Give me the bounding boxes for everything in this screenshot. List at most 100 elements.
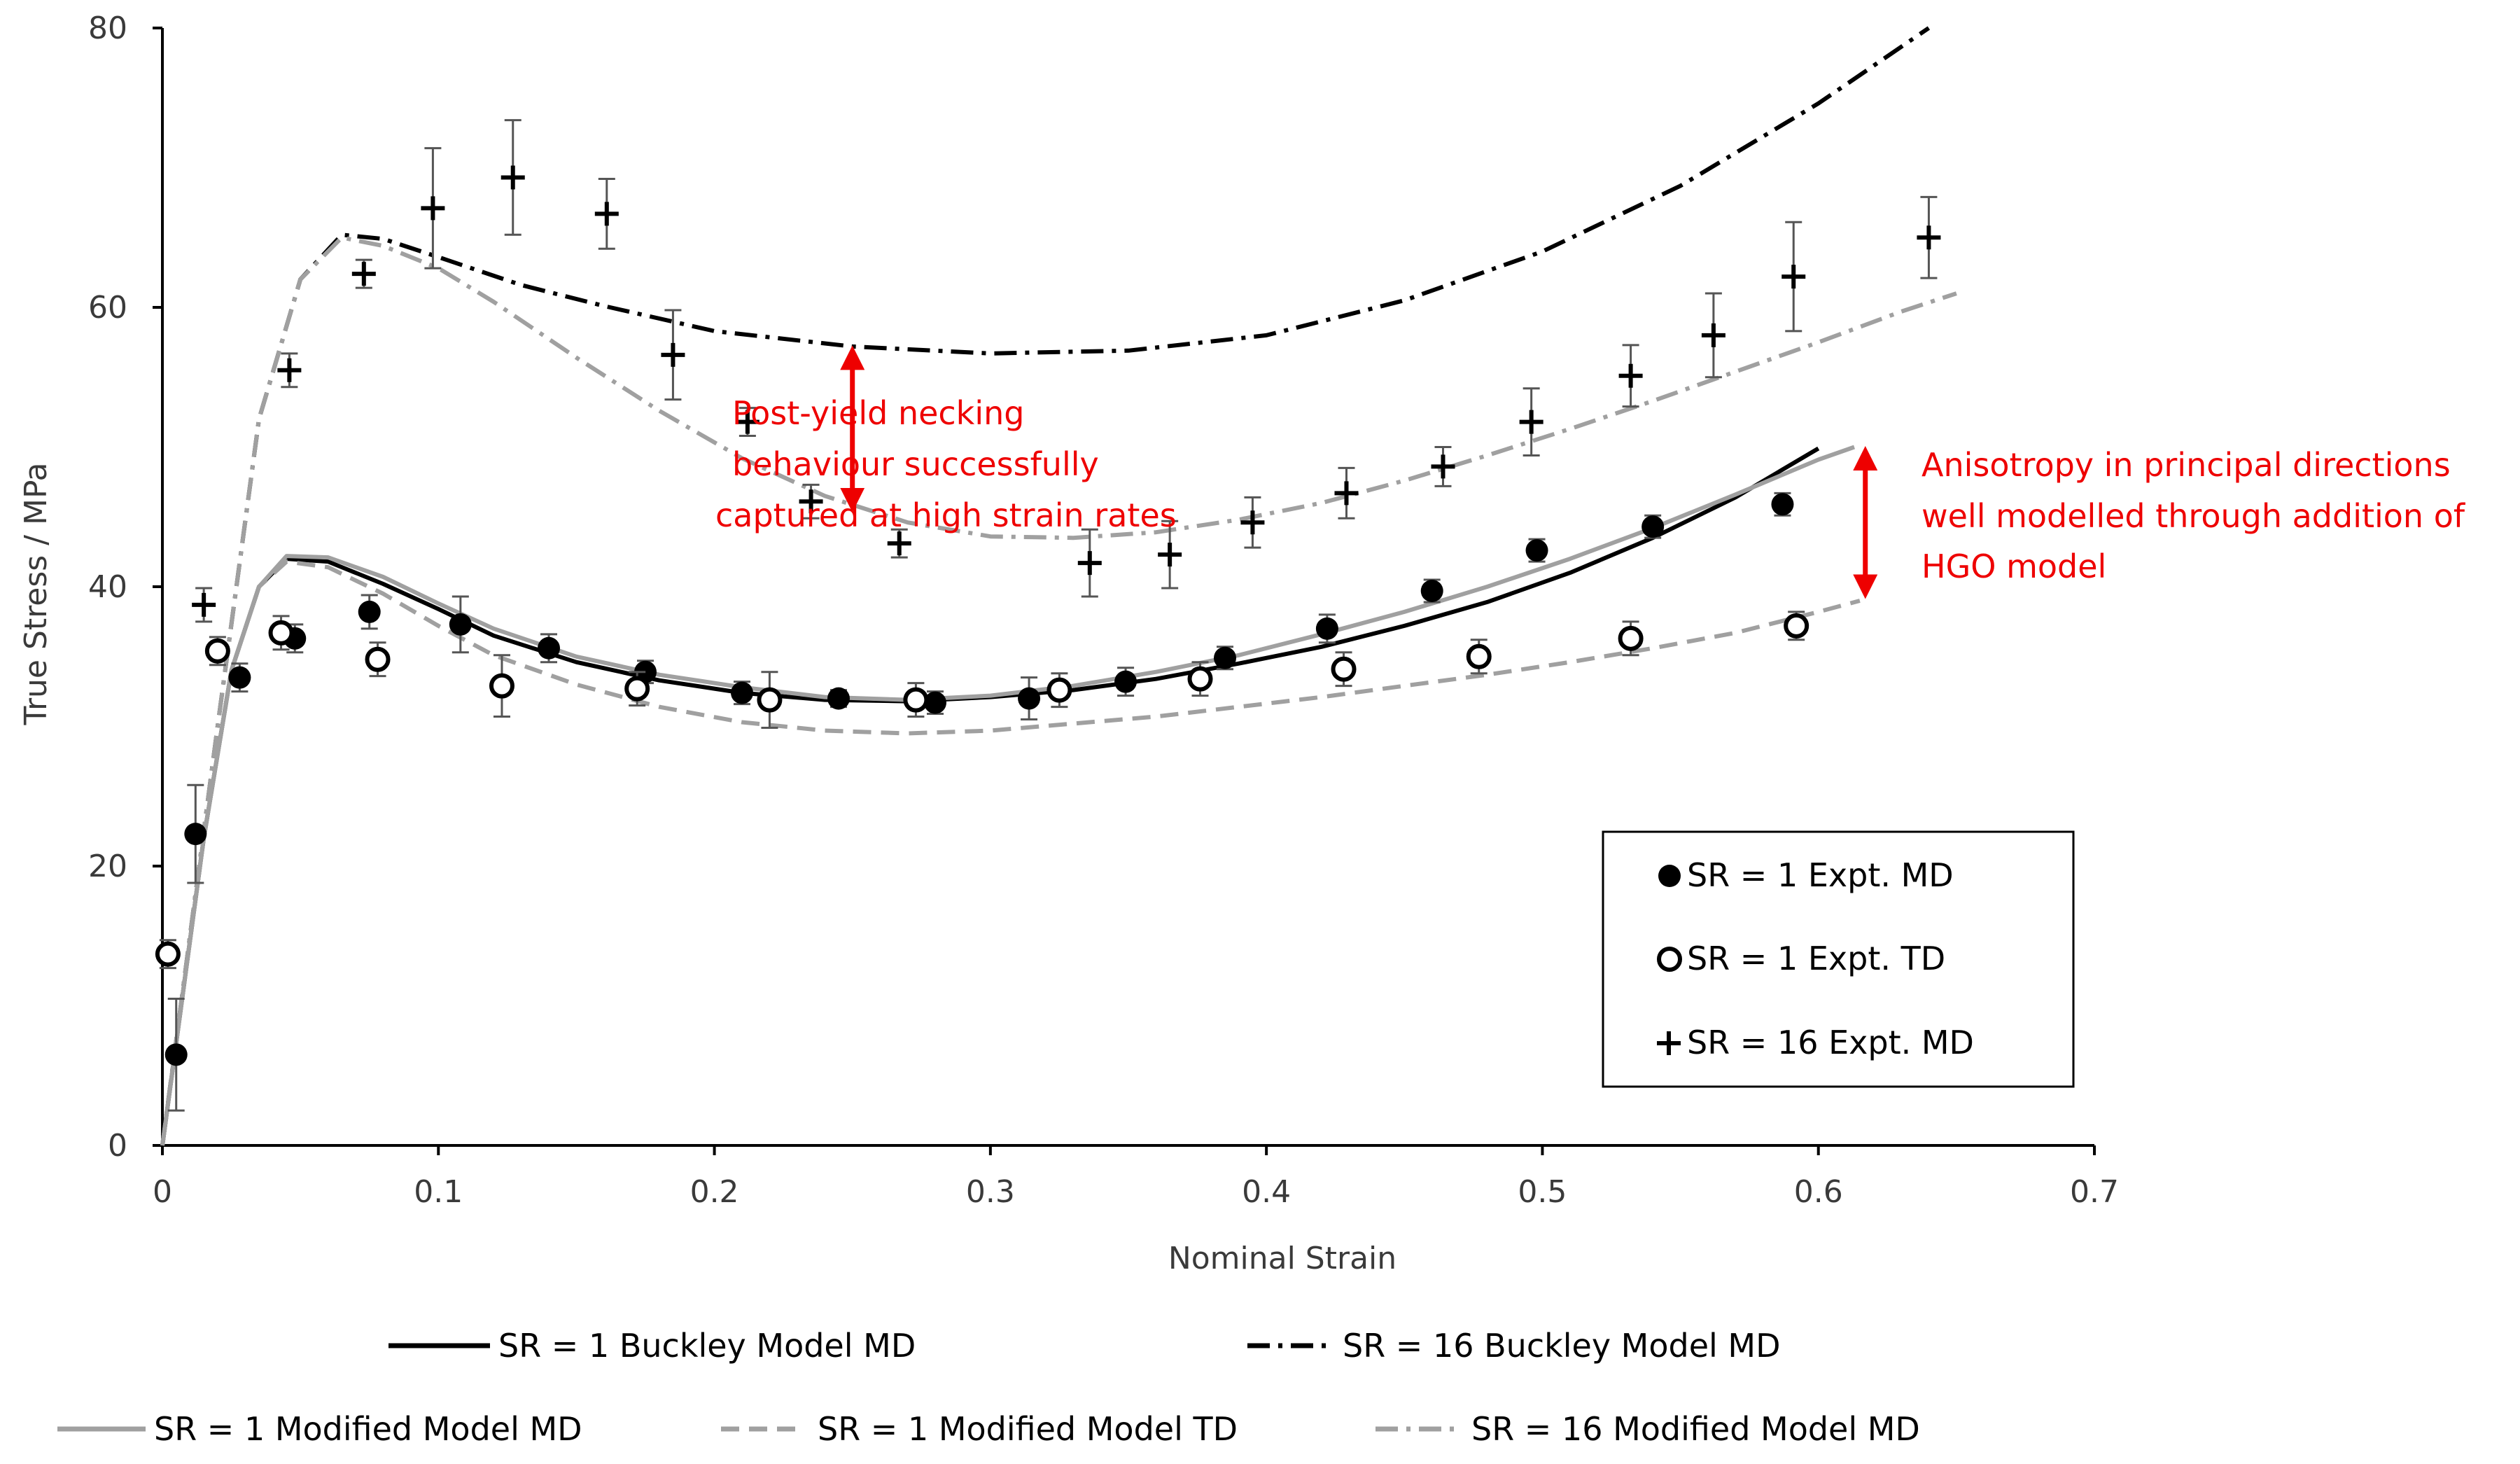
data-point-sr-16-expt-md [1782,221,1806,333]
data-point-sr-1-expt-td [1046,672,1072,709]
plus-marker [1782,265,1806,289]
annotation-anisotropy-line-3: HGO model [1921,548,2106,585]
plus-marker [887,531,911,556]
y-tick-label: 60 [88,290,127,326]
plus-marker [277,358,302,382]
legend-inside: SR = 1 Expt. MD SR = 1 Expt. TD SR = 16 … [1602,830,2075,1088]
y-tick-label: 20 [88,849,127,884]
plus-marker [1917,225,1941,250]
filled-circle-marker [538,636,560,660]
open-circle-marker-icon [1657,947,1682,972]
data-point-sr-1-expt-md [1771,492,1794,517]
experimental-points [155,119,1941,1112]
data-point-sr-16-expt-md [661,309,685,401]
annotation-necking-line-1: Post-yield necking [732,394,1024,432]
open-circle-marker [365,646,391,672]
filled-circle-marker [184,823,207,846]
plus-marker [799,489,823,514]
data-point-sr-1-expt-td [1187,661,1213,697]
data-point-sr-1-expt-td [757,671,783,729]
axes: 0 20 40 60 80 0 0.1 0.2 0.3 0.4 0.5 0.6 0.7 [88,11,2119,1210]
filled-circle-marker [731,681,753,704]
data-point-sr-16-expt-md [1431,446,1455,487]
plus-marker [1431,454,1455,479]
data-point-sr-1-expt-td [1466,639,1492,675]
annotation-necking-line-2: behaviour successfully [732,445,1099,483]
data-point-sr-1-expt-td [903,682,929,718]
data-point-sr-16-expt-md [887,528,911,559]
x-tick-label: 0.1 [414,1174,463,1210]
data-point-sr-16-expt-md [421,147,445,270]
data-point-sr-1-expt-md [228,662,251,693]
open-circle-marker [903,687,929,713]
data-point-sr-16-expt-md [1158,520,1182,590]
data-point-sr-1-expt-td [155,939,181,970]
data-point-sr-16-expt-md [277,352,302,389]
data-point-sr-16-expt-md [1519,387,1544,456]
plus-marker [1701,323,1726,347]
plus-marker [661,342,685,367]
y-tick-label: 40 [88,569,127,605]
model-line-sr-16-modified-model-md [160,235,1957,1146]
filled-circle-marker [1525,539,1548,562]
x-tick-label: 0.5 [1518,1174,1567,1210]
legend-label-sr1-modified-td: SR = 1 Modified Model TD [818,1410,1238,1448]
data-point-sr-16-expt-md [1618,344,1643,408]
data-point-sr-1-expt-td [1331,651,1357,688]
x-tick-label: 0.7 [2070,1174,2119,1210]
filled-circle-marker [449,613,472,636]
plus-marker [1158,543,1182,567]
plus-marker [421,196,445,221]
plus-marker [192,592,216,617]
data-point-sr-16-expt-md [1917,195,1941,279]
legend-item-sr1-buckley-md: SR = 1 Buckley Model MD [388,1327,916,1365]
plus-marker [351,262,376,286]
model-line-sr-1-modified-model-md [160,445,1855,1146]
data-point-sr-16-expt-md [1701,292,1726,379]
annotation-arrows [840,345,1878,599]
data-point-sr-1-expt-md [731,681,753,706]
data-point-sr-1-expt-md [184,783,207,884]
plus-marker [500,165,525,190]
data-point-sr-16-expt-md [500,119,525,236]
legend-label-sr16-buckley-md: SR = 16 Buckley Model MD [1343,1327,1781,1365]
data-point-sr-1-expt-md [1315,613,1338,644]
data-point-sr-1-expt-td [204,636,230,667]
x-tick-label: 0.4 [1242,1174,1291,1210]
data-point-sr-1-expt-md [164,998,188,1112]
open-circle-marker [155,941,181,967]
annotation-anisotropy-line-1: Anisotropy in principal directions [1921,446,2451,484]
open-circle-marker [489,673,514,699]
data-point-sr-1-expt-md [1114,667,1138,697]
plus-marker [1519,410,1544,434]
legend-label-sr16-modified-md: SR = 16 Modified Model MD [1471,1410,1920,1448]
data-point-sr-1-expt-md [358,594,381,630]
x-tick-label: 0.6 [1794,1174,1843,1210]
data-point-sr-16-expt-md [799,483,823,520]
data-point-sr-1-expt-md [1525,538,1548,563]
filled-circle-marker [1642,515,1665,538]
open-circle-marker [204,638,230,664]
legend-item-sr1-expt-md: SR = 1 Expt. MD [1658,856,1954,894]
filled-circle-marker [1771,493,1794,516]
annotation-necking-line-3: captured at high strain rates [715,496,1177,534]
legend-label-sr1-modified-md: SR = 1 Modified Model MD [154,1410,582,1448]
legend-item-sr1-modified-md: SR = 1 Modified Model MD [57,1410,582,1448]
x-tick-label: 0.3 [966,1174,1015,1210]
data-point-sr-16-expt-md [1334,466,1359,520]
x-axis-label: Nominal Strain [1168,1241,1396,1276]
filled-circle-marker [1315,617,1338,640]
data-point-sr-16-expt-md [594,177,619,250]
open-circle-marker [757,687,783,713]
data-point-sr-1-expt-md [827,687,850,710]
model-line-sr-1-modified-model-td [160,559,1861,1146]
y-axis-label: True Stress / MPa [18,463,54,726]
plus-marker [1334,481,1359,506]
data-point-sr-16-expt-md [1077,528,1102,598]
data-point-sr-1-expt-md [1214,646,1236,671]
open-circle-marker [1784,613,1809,639]
x-tick-label: 0.2 [690,1174,739,1210]
data-point-sr-1-expt-md [1642,514,1665,539]
plus-marker [594,202,619,226]
